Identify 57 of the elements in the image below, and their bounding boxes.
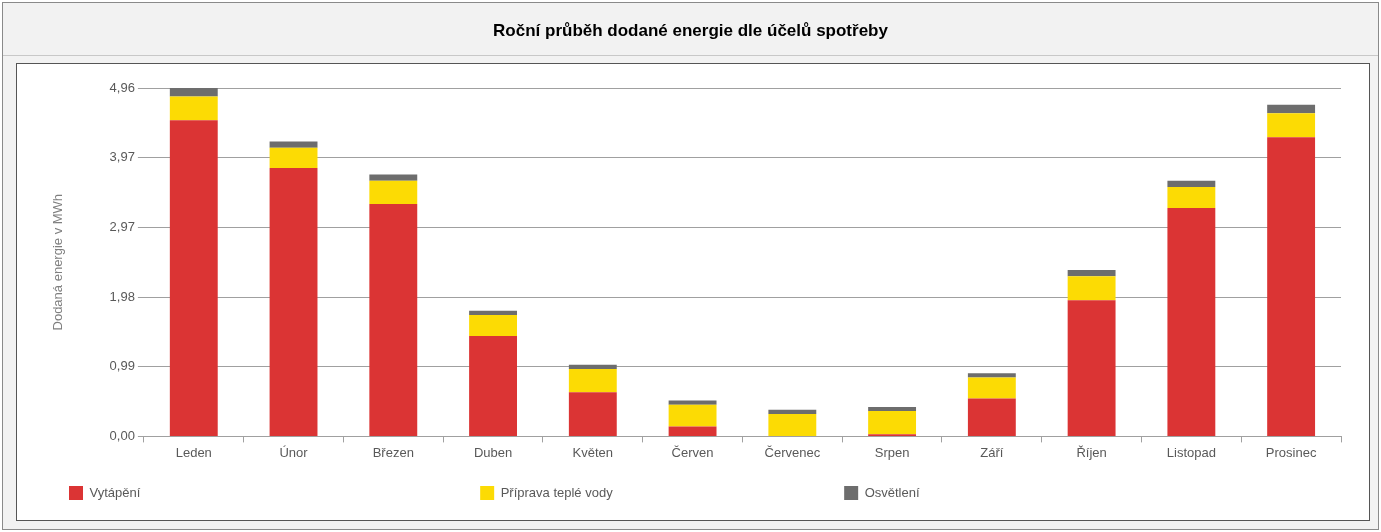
bar [668, 404, 717, 427]
bar [668, 400, 717, 405]
x-tick-label: Leden [175, 444, 212, 460]
bar [967, 377, 1016, 399]
bar [568, 368, 617, 393]
bar [369, 180, 418, 204]
y-tick-label: 2,97 [109, 219, 135, 235]
x-tick-label: Únor [279, 444, 309, 460]
bar [768, 413, 817, 436]
bar [1067, 269, 1116, 277]
bar [269, 141, 318, 148]
bar [369, 203, 418, 436]
x-tick-label: Srpen [874, 444, 910, 460]
y-tick-label: 3,97 [109, 149, 135, 165]
y-tick-label: 0,00 [109, 427, 135, 443]
x-tick-label: Září [980, 444, 1004, 460]
bar [1167, 187, 1216, 209]
bar [967, 398, 1016, 436]
bar [169, 120, 218, 436]
bar [668, 426, 717, 436]
bar [1267, 137, 1316, 436]
legend-label: Příprava teplé vody [500, 484, 823, 500]
bar [269, 168, 318, 436]
bar [169, 88, 218, 97]
x-tick-label: Červen [671, 444, 714, 460]
bar [868, 411, 917, 435]
bar [568, 364, 617, 369]
x-tick-label: Červenec [764, 444, 821, 460]
x-tick-label: Duben [473, 444, 513, 460]
x-tick-label: Listopad [1166, 444, 1216, 460]
x-tick-label: Březen [372, 444, 414, 460]
bar [868, 406, 917, 412]
bar [768, 409, 817, 414]
bar [169, 96, 218, 121]
bar [269, 147, 318, 169]
legend-label: Osvětlení [864, 484, 920, 500]
chart-title: Roční průběh dodané energie dle účelů spotřeby [3, 3, 1378, 56]
bar [369, 174, 418, 181]
bar [1067, 300, 1116, 436]
y-tick-label: 0,99 [109, 358, 135, 374]
bar [469, 335, 517, 436]
x-tick-label: Květen [572, 444, 614, 460]
bar [1067, 276, 1116, 301]
legend-label: Vytápění [89, 484, 459, 500]
y-tick-label: 1,98 [109, 288, 135, 304]
bar [967, 373, 1016, 378]
y-axis-title: Dodaná energie v MWh [50, 193, 66, 331]
bar [568, 392, 617, 436]
bar [469, 314, 517, 336]
x-tick-label: Prosinec [1265, 444, 1317, 460]
bar [1267, 104, 1316, 114]
bar [1167, 180, 1216, 188]
bar [1267, 113, 1316, 138]
y-tick-label: 4,96 [109, 79, 135, 95]
bar [469, 310, 517, 315]
x-tick-label: Říjen [1076, 444, 1107, 460]
bar [1167, 208, 1216, 436]
